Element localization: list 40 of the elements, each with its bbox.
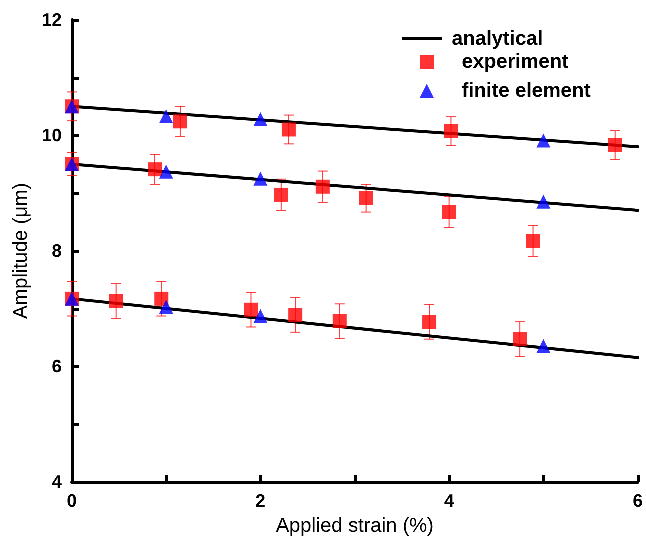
x-axis-title: Applied strain (%) — [276, 515, 434, 537]
point — [536, 339, 551, 354]
legend-label: finite element — [462, 80, 592, 102]
x-tick-label: 4 — [444, 491, 454, 511]
y-tick-label: 10 — [42, 126, 62, 146]
point — [254, 112, 268, 126]
point — [148, 162, 162, 177]
point — [173, 114, 188, 129]
point — [608, 138, 622, 152]
point — [109, 294, 124, 308]
y-tick-label: 8 — [52, 241, 62, 261]
point — [332, 314, 347, 328]
legend-label: experiment — [462, 51, 570, 73]
point — [282, 122, 296, 137]
point — [513, 332, 528, 346]
point — [154, 292, 169, 306]
point — [159, 109, 174, 124]
point — [254, 309, 268, 324]
y-tick-label: 4 — [52, 472, 62, 492]
point — [536, 194, 551, 209]
x-tick-label: 6 — [632, 491, 643, 511]
point — [526, 234, 540, 248]
point — [316, 180, 330, 194]
point — [442, 205, 456, 220]
point — [359, 191, 374, 206]
point — [254, 172, 268, 186]
point — [444, 124, 458, 138]
y-tick-label: 6 — [52, 356, 62, 376]
point — [288, 308, 303, 322]
y-tick-label: 12 — [42, 10, 62, 30]
x-tick-label: 0 — [66, 491, 78, 511]
x-tick-label: 2 — [256, 491, 266, 511]
point — [536, 134, 551, 148]
point — [159, 164, 174, 179]
y-axis-title: Amplitude (μm) — [10, 183, 32, 319]
point — [244, 302, 258, 317]
point — [422, 315, 437, 330]
legend-label: analytical — [452, 28, 544, 50]
point — [159, 300, 174, 314]
point — [274, 188, 288, 202]
